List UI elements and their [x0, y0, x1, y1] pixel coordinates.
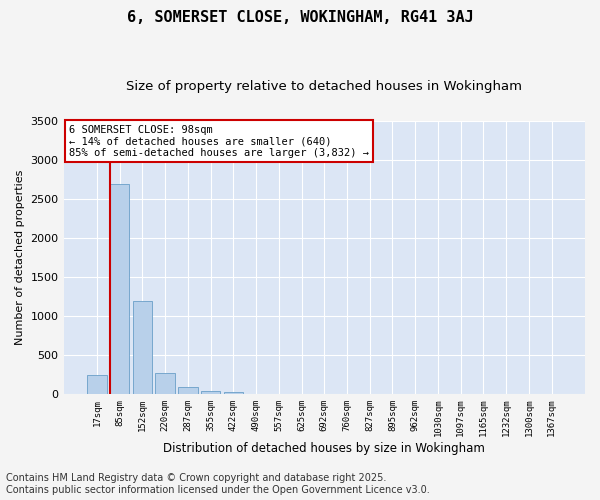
Text: 6 SOMERSET CLOSE: 98sqm
← 14% of detached houses are smaller (640)
85% of semi-d: 6 SOMERSET CLOSE: 98sqm ← 14% of detache… [69, 124, 369, 158]
Bar [133, 302, 152, 394]
Bar [224, 392, 243, 394]
Text: 6, SOMERSET CLOSE, WOKINGHAM, RG41 3AJ: 6, SOMERSET CLOSE, WOKINGHAM, RG41 3AJ [127, 10, 473, 25]
Bar [178, 388, 197, 394]
Bar [87, 375, 107, 394]
Y-axis label: Number of detached properties: Number of detached properties [15, 170, 25, 345]
X-axis label: Distribution of detached houses by size in Wokingham: Distribution of detached houses by size … [163, 442, 485, 455]
Bar [110, 184, 130, 394]
Bar [201, 391, 220, 394]
Text: Contains HM Land Registry data © Crown copyright and database right 2025.
Contai: Contains HM Land Registry data © Crown c… [6, 474, 430, 495]
Bar [155, 373, 175, 394]
Title: Size of property relative to detached houses in Wokingham: Size of property relative to detached ho… [126, 80, 522, 93]
